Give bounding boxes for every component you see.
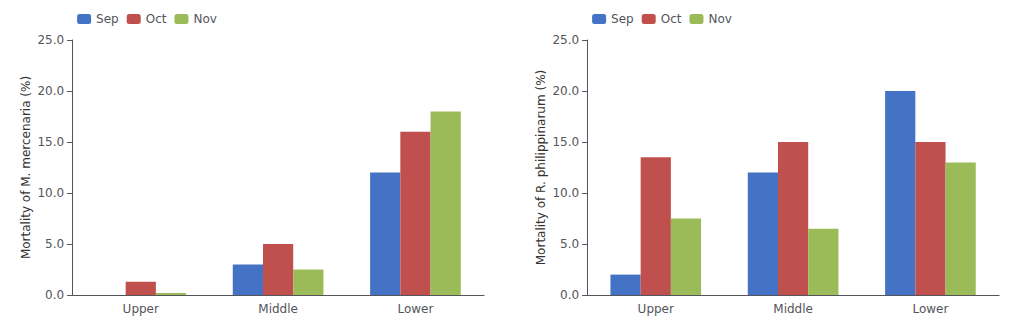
svg-text:Middle: Middle — [258, 302, 298, 316]
svg-text:0.0: 0.0 — [560, 288, 579, 302]
svg-text:Sep: Sep — [611, 12, 634, 26]
svg-text:0.0: 0.0 — [45, 288, 64, 302]
svg-text:25.0: 25.0 — [37, 33, 64, 47]
svg-text:Lower: Lower — [397, 302, 433, 316]
svg-text:Nov: Nov — [193, 12, 216, 26]
svg-text:Mortality of R. philippinarum: Mortality of R. philippinarum (%) — [534, 70, 548, 265]
svg-text:25.0: 25.0 — [552, 33, 579, 47]
svg-text:15.0: 15.0 — [552, 135, 579, 149]
svg-text:10.0: 10.0 — [552, 186, 579, 200]
svg-text:15.0: 15.0 — [37, 135, 64, 149]
svg-text:Middle: Middle — [773, 302, 813, 316]
svg-text:Nov: Nov — [708, 12, 731, 26]
svg-text:5.0: 5.0 — [560, 237, 579, 251]
svg-text:20.0: 20.0 — [552, 84, 579, 98]
svg-text:Oct: Oct — [661, 12, 682, 26]
svg-text:Lower: Lower — [912, 302, 948, 316]
svg-text:Sep: Sep — [96, 12, 119, 26]
svg-text:Mortality of M. mercenaria (%): Mortality of M. mercenaria (%) — [19, 76, 33, 259]
svg-text:20.0: 20.0 — [37, 84, 64, 98]
svg-text:5.0: 5.0 — [45, 237, 64, 251]
svg-text:Upper: Upper — [638, 302, 674, 316]
svg-text:Upper: Upper — [123, 302, 159, 316]
svg-text:Oct: Oct — [146, 12, 167, 26]
svg-text:10.0: 10.0 — [37, 186, 64, 200]
